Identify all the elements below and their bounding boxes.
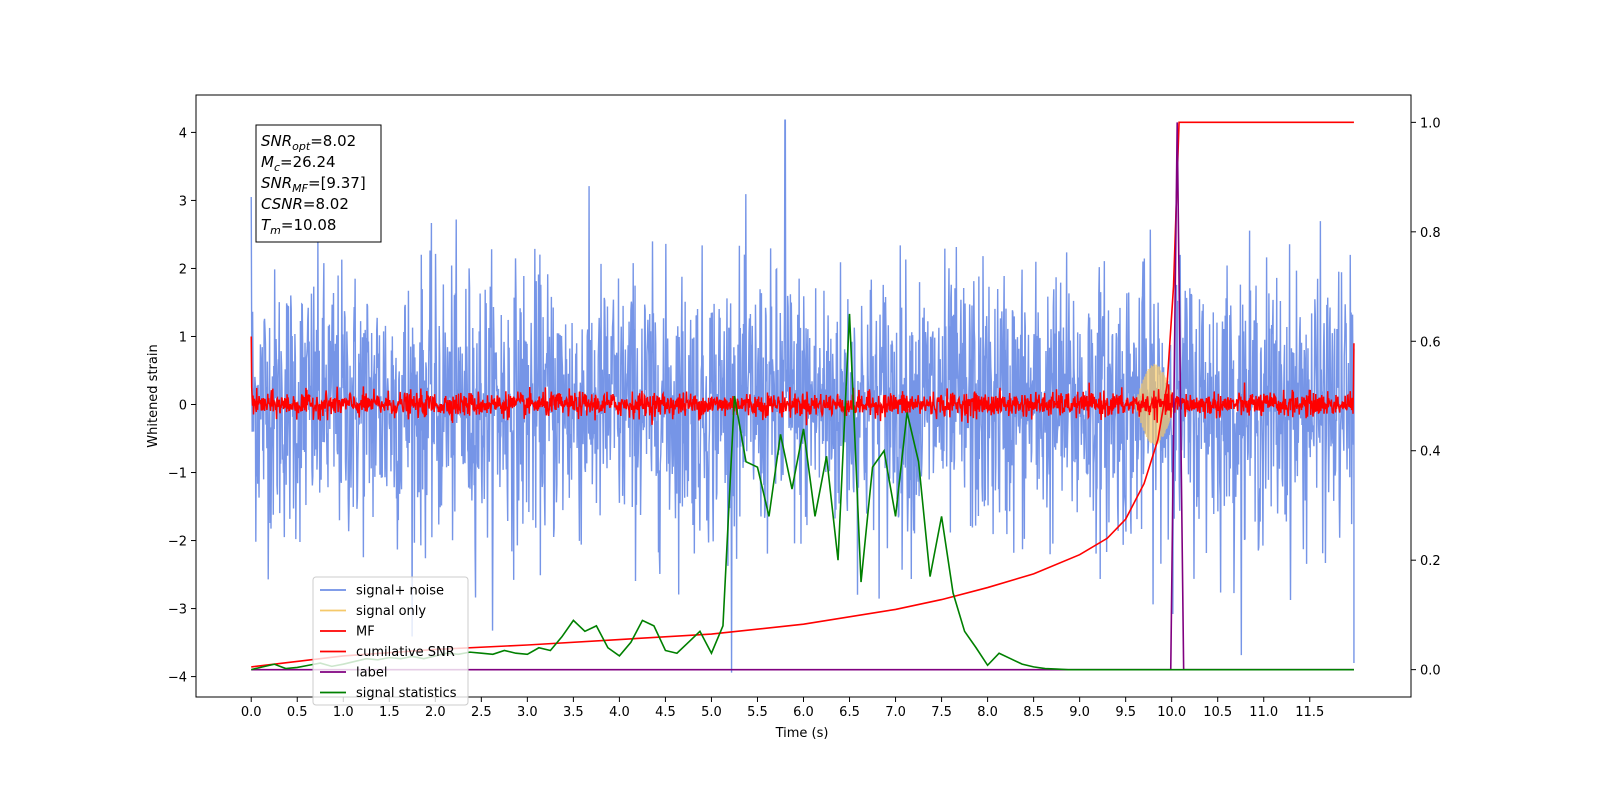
x-tick-label: 0.5 bbox=[287, 705, 308, 720]
x-tick-label: 5.0 bbox=[701, 705, 722, 720]
x-tick-label: 10.0 bbox=[1157, 705, 1186, 720]
annotation-line: SNRMF=[9.37] bbox=[261, 174, 366, 195]
y-right-tick-label: 0.2 bbox=[1420, 554, 1441, 569]
x-tick-label: 8.5 bbox=[1023, 705, 1044, 720]
y-left-tick-label: 3 bbox=[179, 194, 187, 209]
x-tick-label: 7.0 bbox=[885, 705, 906, 720]
y-left-tick-label: 2 bbox=[179, 262, 187, 277]
y-left-tick-label: 4 bbox=[179, 126, 187, 141]
y-axis-left: 4 3 2 1 0 −1 −2 −3 −4 bbox=[168, 126, 196, 686]
x-tick-label: 2.5 bbox=[471, 705, 492, 720]
y-right-tick-label: 0.6 bbox=[1420, 335, 1441, 350]
y-left-tick-label: −1 bbox=[168, 467, 187, 482]
annotation-frame bbox=[255, 124, 382, 243]
legend-label: signal+ noise bbox=[356, 584, 444, 599]
y-left-tick-label: 1 bbox=[179, 330, 187, 345]
x-axis-title: Time (s) bbox=[775, 726, 829, 741]
y-left-tick-label: 0 bbox=[179, 399, 187, 414]
y-left-tick-label: −4 bbox=[168, 671, 187, 686]
x-tick-label: 5.5 bbox=[747, 705, 768, 720]
x-tick-label: 4.5 bbox=[655, 705, 676, 720]
x-tick-label: 7.5 bbox=[931, 705, 952, 720]
x-tick-label: 6.5 bbox=[839, 705, 860, 720]
x-tick-label: 4.0 bbox=[609, 705, 630, 720]
y-left-tick-label: −3 bbox=[168, 603, 187, 618]
legend-label: MF bbox=[356, 625, 375, 640]
x-tick-label: 1.0 bbox=[333, 705, 354, 720]
x-tick-label: 10.5 bbox=[1203, 705, 1232, 720]
series-mf bbox=[250, 336, 1355, 426]
x-axis: 0.0 0.5 1.0 1.5 2.0 2.5 3.0 3.5 4.0 4.5 5.0 5.5 6.0 6… bbox=[241, 697, 1324, 720]
x-tick-label: 11.0 bbox=[1249, 705, 1278, 720]
y-right-tick-label: 0.0 bbox=[1420, 664, 1441, 679]
legend: signal+ noise signal only MF cumilative SNR… bbox=[312, 576, 469, 706]
y-right-tick-label: 0.4 bbox=[1420, 445, 1441, 460]
series-signal-noise bbox=[250, 119, 1355, 673]
x-tick-label: 11.5 bbox=[1295, 705, 1324, 720]
annotation-line: CSNR=8.02 bbox=[261, 195, 349, 213]
x-tick-label: 6.0 bbox=[793, 705, 814, 720]
legend-frame bbox=[312, 576, 469, 706]
annotation-line: Tm=10.08 bbox=[261, 216, 336, 237]
x-tick-label: 1.5 bbox=[379, 705, 400, 720]
legend-label: cumilative SNR bbox=[356, 645, 455, 660]
x-tick-label: 9.0 bbox=[1069, 705, 1090, 720]
x-tick-label: 0.0 bbox=[241, 705, 262, 720]
x-tick-label: 3.0 bbox=[517, 705, 538, 720]
y-left-tick-label: −2 bbox=[168, 535, 187, 550]
x-tick-label: 3.5 bbox=[563, 705, 584, 720]
legend-label: signal only bbox=[356, 604, 426, 619]
y-axis-right: 1.0 0.8 0.6 0.4 0.2 0.0 bbox=[1411, 116, 1441, 679]
y-axis-title: Whitened strain bbox=[146, 344, 161, 447]
legend-label: label bbox=[356, 666, 387, 681]
x-tick-label: 9.5 bbox=[1115, 705, 1136, 720]
x-tick-label: 2.0 bbox=[425, 705, 446, 720]
y-right-tick-label: 0.8 bbox=[1420, 226, 1441, 241]
annotation-box: SNRopt=8.02Mc=26.24SNRMF=[9.37]CSNR=8.02… bbox=[255, 124, 382, 243]
legend-label: signal statistics bbox=[356, 686, 457, 701]
x-tick-label: 8.0 bbox=[977, 705, 998, 720]
annotation-line: SNRopt=8.02 bbox=[261, 132, 356, 153]
annotation-line: Mc=26.24 bbox=[261, 153, 336, 174]
y-right-tick-label: 1.0 bbox=[1420, 116, 1441, 131]
